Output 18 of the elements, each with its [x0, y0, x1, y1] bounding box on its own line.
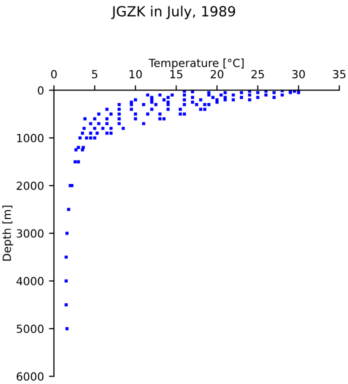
y-tick-label: 5000: [16, 324, 44, 334]
y-tick-label: 3000: [16, 229, 44, 238]
x-tick-label: 15: [170, 70, 182, 78]
y-tick-label: 0: [38, 86, 44, 95]
x-tick-label: 35: [333, 70, 346, 78]
y-tick-label: 4000: [16, 276, 44, 286]
x-tick-label: 0: [51, 70, 57, 78]
y-tick-label: 6000: [16, 372, 44, 381]
x-tick-label: 5: [92, 70, 98, 78]
x-tick-label: 20: [210, 70, 224, 78]
y-tick-label: 2000: [16, 182, 44, 190]
y-tick-label: 1000: [17, 134, 44, 142]
chart-title: JGZK in July, 1989: [111, 6, 236, 20]
x-tick-label: 30: [292, 70, 305, 78]
x-axis-title: Temperature [°C]: [148, 58, 244, 70]
x-tick-label: 10: [130, 70, 142, 78]
y-axis-title: Depth [m]: [2, 206, 14, 261]
x-tick-label: 25: [252, 70, 264, 78]
